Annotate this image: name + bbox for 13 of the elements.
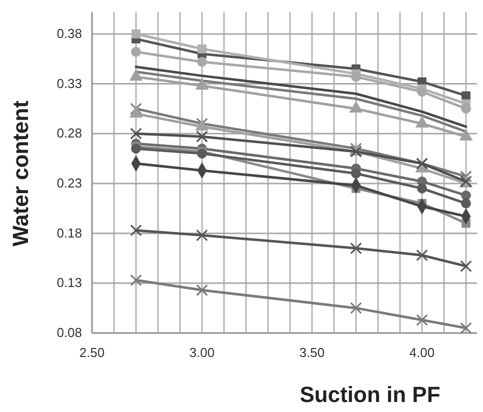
x-tick-label: 4.00 — [409, 345, 435, 360]
x-tick-label: 2.50 — [79, 345, 105, 360]
y-tick-label: 0.18 — [56, 225, 82, 240]
y-axis-title: Water content — [8, 100, 33, 246]
y-tick-label: 0.33 — [56, 76, 82, 91]
y-tick-label: 0.13 — [56, 275, 82, 290]
y-tick-label: 0.23 — [56, 175, 82, 190]
y-tick-label: 0.38 — [56, 26, 82, 41]
y-tick-label: 0.28 — [56, 126, 82, 141]
x-axis-title: Suction in PF — [300, 382, 440, 407]
x-tick-label: 3.00 — [189, 345, 215, 360]
y-tick-label: 0.08 — [56, 325, 82, 340]
x-tick-label: 3.50 — [299, 345, 325, 360]
